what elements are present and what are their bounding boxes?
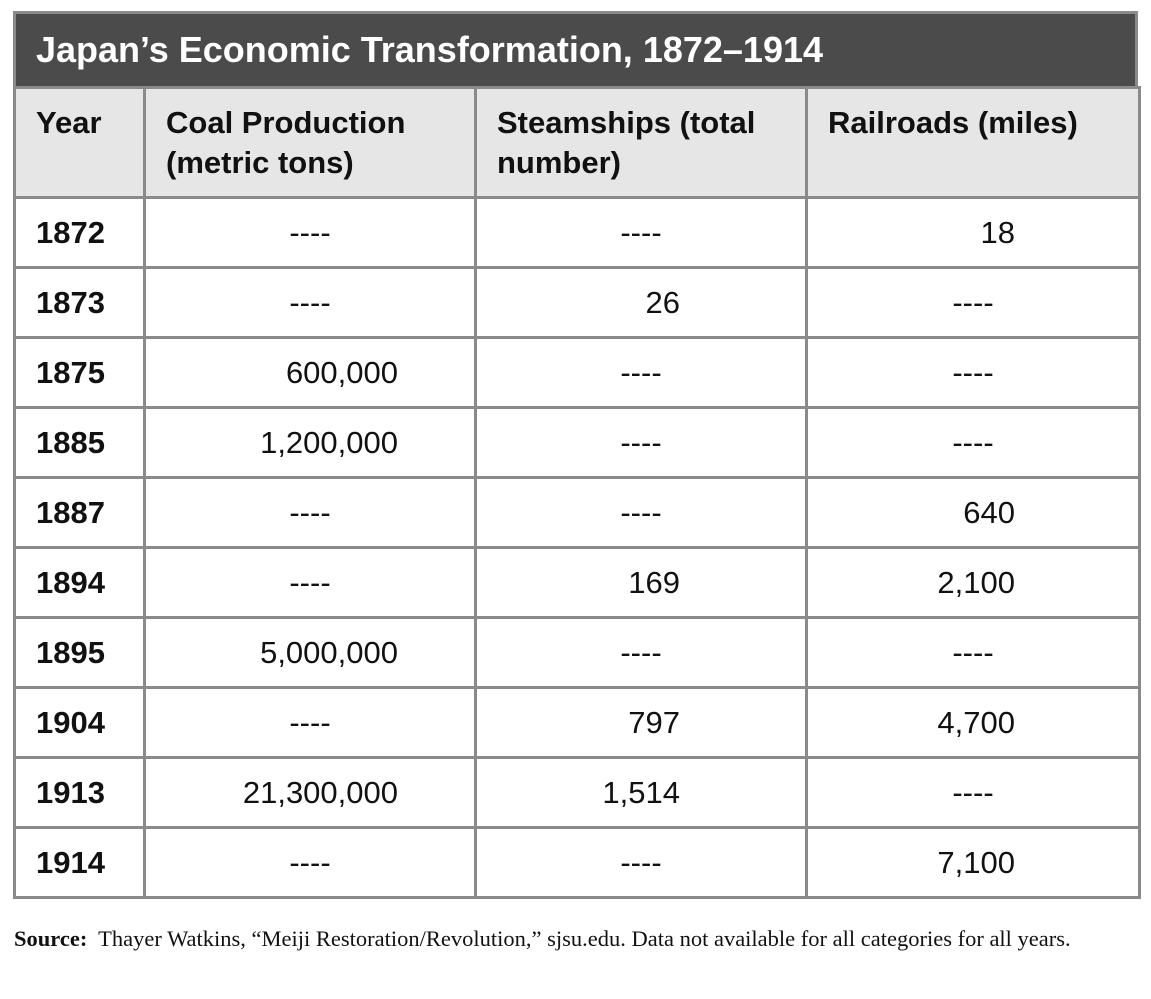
table-row: 1875 600,000 ---- ---- (13, 336, 1141, 409)
data-cell: ---- (805, 336, 1141, 409)
data-cell: 7,100 (805, 826, 1141, 899)
column-header: Railroads (miles) (805, 86, 1141, 199)
data-cell: ---- (805, 616, 1141, 689)
table: Year Coal Production (metric tons) Steamsh… (13, 86, 1141, 899)
data-cell: 5,000,000 (143, 616, 477, 689)
table-row: 1904 ---- 797 4,700 (13, 686, 1141, 759)
data-cell: 1,200,000 (143, 406, 477, 479)
data-cell: 2,100 (805, 546, 1141, 619)
table-row: 1894 ---- 169 2,100 (13, 546, 1141, 619)
table-row: 1895 5,000,000 ---- ---- (13, 616, 1141, 689)
column-header: Steamships (total number) (474, 86, 808, 199)
data-cell: 18 (805, 196, 1141, 269)
data-cell: ---- (143, 476, 477, 549)
source-text: Thayer Watkins, “Meiji Restoration/Revol… (98, 926, 1071, 951)
data-cell: 26 (474, 266, 808, 339)
header-row: Year Coal Production (metric tons) Steamsh… (13, 86, 1141, 199)
table-row: 1885 1,200,000 ---- ---- (13, 406, 1141, 479)
column-header: Coal Production (metric tons) (143, 86, 477, 199)
data-cell: ---- (474, 826, 808, 899)
data-cell: ---- (474, 476, 808, 549)
table-container: Japan’s Economic Transformation, 1872–19… (13, 11, 1141, 899)
data-cell: 640 (805, 476, 1141, 549)
data-cell: 4,700 (805, 686, 1141, 759)
table-row: 1914 ---- ---- 7,100 (13, 826, 1141, 899)
data-cell: ---- (143, 196, 477, 269)
data-cell: ---- (474, 196, 808, 269)
table-row: 1887 ---- ---- 640 (13, 476, 1141, 549)
table-body: 1872 ---- ---- 18 1873 ---- 26 ---- 1875 600,000-… (13, 196, 1141, 899)
year-cell: 1872 (13, 196, 146, 269)
data-cell: ---- (805, 406, 1141, 479)
data-cell: ---- (143, 266, 477, 339)
source-label: Source: (14, 926, 88, 951)
table-row: 1872 ---- ---- 18 (13, 196, 1141, 269)
data-cell: ---- (474, 616, 808, 689)
data-cell: 21,300,000 (143, 756, 477, 829)
year-cell: 1875 (13, 336, 146, 409)
data-cell: ---- (474, 336, 808, 409)
year-cell: 1904 (13, 686, 146, 759)
column-header: Year (13, 86, 146, 199)
table-row: 1913 21,300,000 1,514 ---- (13, 756, 1141, 829)
data-cell: 797 (474, 686, 808, 759)
data-cell: ---- (805, 756, 1141, 829)
year-cell: 1913 (13, 756, 146, 829)
data-cell: ---- (143, 826, 477, 899)
data-cell: ---- (805, 266, 1141, 339)
data-cell: 169 (474, 546, 808, 619)
data-cell: 1,514 (474, 756, 808, 829)
year-cell: 1885 (13, 406, 146, 479)
data-cell: ---- (143, 686, 477, 759)
data-cell: ---- (474, 406, 808, 479)
year-cell: 1894 (13, 546, 146, 619)
year-cell: 1895 (13, 616, 146, 689)
table-row: 1873 ---- 26 ---- (13, 266, 1141, 339)
source-note: Source: Thayer Watkins, “Meiji Restorati… (14, 924, 1134, 954)
year-cell: 1914 (13, 826, 146, 899)
year-cell: 1887 (13, 476, 146, 549)
table-title: Japan’s Economic Transformation, 1872–19… (13, 11, 1138, 86)
data-cell: ---- (143, 546, 477, 619)
data-cell: 600,000 (143, 336, 477, 409)
year-cell: 1873 (13, 266, 146, 339)
